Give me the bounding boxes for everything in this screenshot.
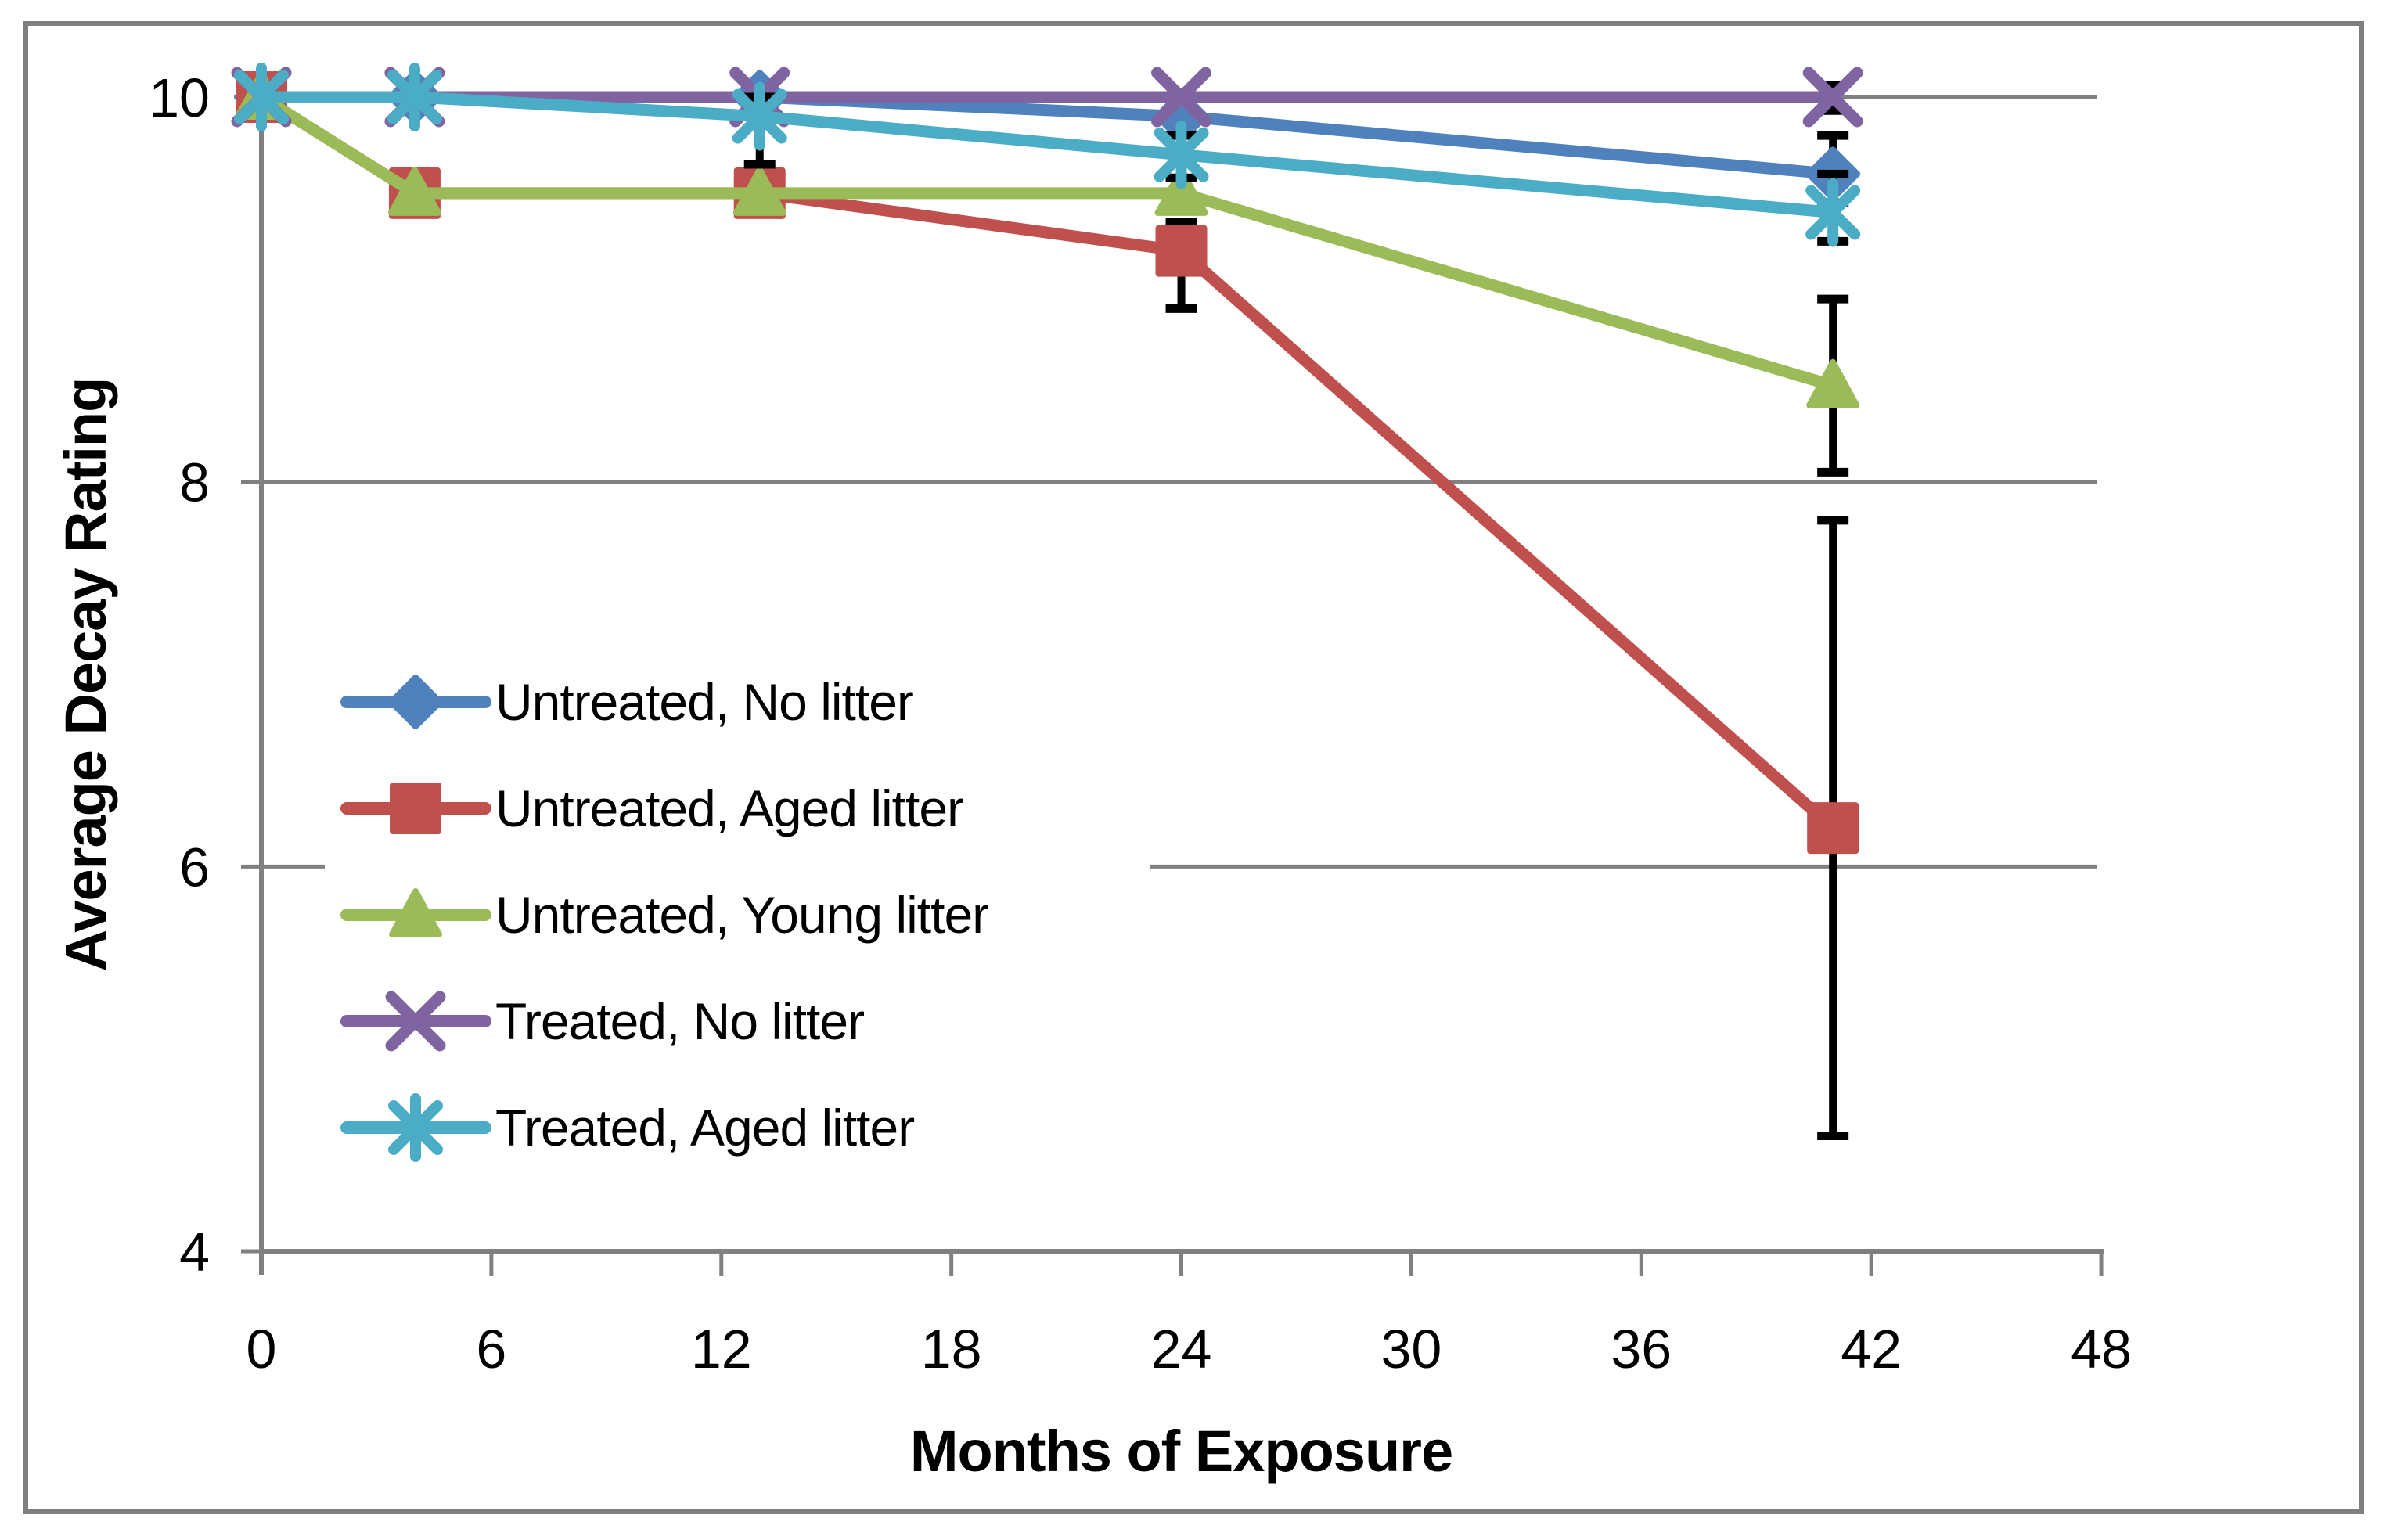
marker-square-pt4 [1807, 802, 1859, 855]
legend-marker-x [385, 991, 446, 1052]
marker-asterisk-pt1 [387, 63, 442, 131]
marker-square-pt3 [1155, 225, 1208, 277]
y-tick-label-8: 8 [179, 452, 210, 513]
legend-label-4: Treated, Aged litter [495, 1099, 914, 1157]
marker-asterisk-pt3 [1154, 120, 1209, 189]
x-tick-label-36: 36 [1611, 1319, 1672, 1380]
legend-label-1: Untreated, Aged litter [495, 779, 963, 837]
x-tick-label-30: 30 [1380, 1319, 1442, 1380]
y-axis-title: Average Decay Rating [53, 377, 118, 972]
marker-asterisk-pt4 [1805, 178, 1861, 247]
marker-triangle-pt4 [1806, 358, 1860, 408]
y-tick-label-6: 6 [179, 837, 210, 898]
marker-triangle-pt1 [387, 166, 441, 216]
legend-label-2: Untreated, Young litter [495, 886, 988, 944]
marker-x-pt4 [1802, 67, 1863, 128]
x-tick-label-6: 6 [476, 1319, 506, 1380]
legend-marker-triangle [389, 888, 442, 937]
x-tick-label-0: 0 [247, 1319, 277, 1380]
series-line-0 [255, 91, 1839, 180]
x-tick-label-18: 18 [921, 1319, 982, 1380]
x-tick-label-48: 48 [2071, 1319, 2132, 1380]
marker-asterisk-pt2 [732, 81, 787, 151]
marker-triangle-pt3 [1154, 166, 1208, 216]
x-tick-label-12: 12 [691, 1319, 752, 1380]
legend-label-0: Untreated, No litter [495, 673, 913, 731]
marker-triangle-pt2 [732, 166, 786, 216]
legend-marker-square [390, 783, 441, 834]
x-axis-title: Months of Exposure [909, 1419, 1453, 1484]
marker-x-pt3 [1151, 67, 1212, 128]
marker-asterisk-pt0 [234, 63, 289, 131]
x-tick-label-24: 24 [1151, 1319, 1212, 1380]
x-tick-label-42: 42 [1841, 1319, 1902, 1380]
legend-marker-asterisk [388, 1093, 443, 1162]
y-tick-label-4: 4 [179, 1222, 210, 1283]
legend-marker-diamond [388, 675, 443, 729]
legend-label-3: Treated, No litter [495, 992, 864, 1050]
y-tick-label-10: 10 [149, 67, 210, 128]
